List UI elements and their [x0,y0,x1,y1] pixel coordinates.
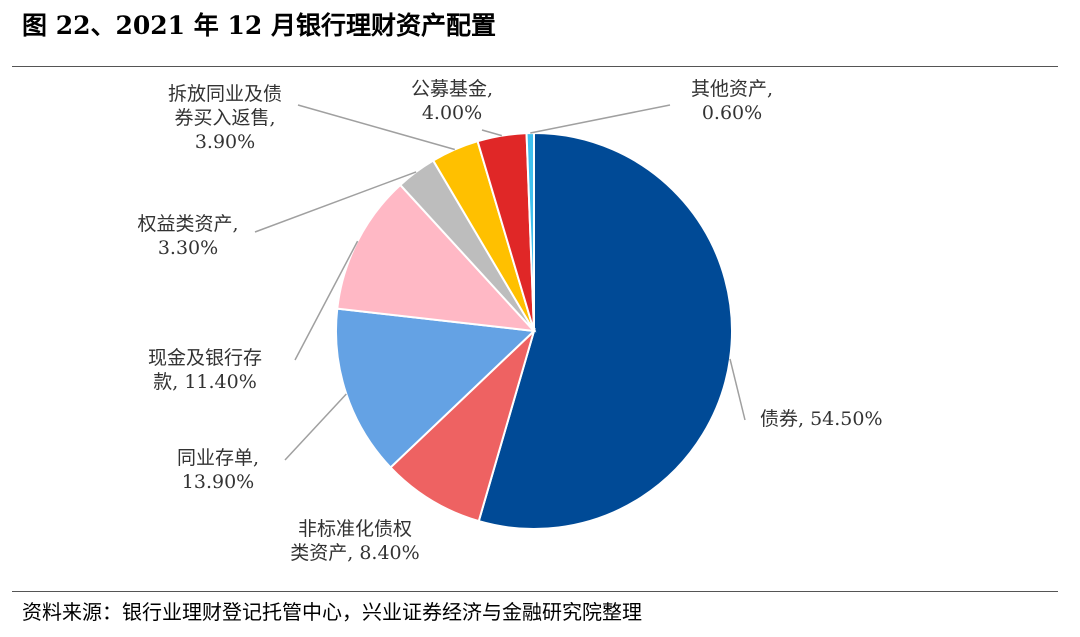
slice-label-3-line-1: 款, 11.40% [153,371,257,393]
leader-line-7 [530,104,671,134]
pie-slice-1 [389,327,536,523]
slice-label-6-line-0: 公募基金, [411,78,493,100]
bottom-rule [12,591,1058,592]
slice-label-2-line-1: 13.90% [182,471,254,493]
pie-slice-2 [334,307,537,469]
slice-label-1-line-0: 非标准化债权 [298,518,412,540]
source-note: 资料来源：银行业理财登记托管中心，兴业证券经济与金融研究院整理 [22,600,642,624]
leader-line-4 [254,171,417,233]
leader-line-3 [294,240,359,361]
slice-label-3-line-0: 现金及银行存 [148,347,262,369]
slice-label-5-line-0: 拆放同业及债 [168,83,282,105]
slice-label-4-line-1: 3.30% [158,237,218,259]
leader-line-6 [481,129,503,137]
slice-label-4-line-0: 权益类资产, [137,213,238,235]
slice-label-0-line-0: 债券, 54.50% [760,408,883,430]
slice-label-7-line-0: 其他资产, [691,78,773,100]
slice-label-5-line-2: 3.90% [195,131,255,153]
slice-label-6-line-1: 4.00% [422,102,482,124]
slice-label-1-line-1: 类资产, 8.40% [290,542,419,564]
leader-line-0 [729,358,746,421]
leader-line-5 [297,104,456,151]
top-rule [12,66,1058,67]
slice-label-5-line-1: 券买入返售, [174,107,275,129]
slice-label-2-line-0: 同业存单, [177,447,259,469]
slice-label-7-line-1: 0.60% [702,102,762,124]
chart-title: 图 22、2021 年 12 月银行理财资产配置 [22,11,496,40]
leader-line-2 [284,393,347,461]
